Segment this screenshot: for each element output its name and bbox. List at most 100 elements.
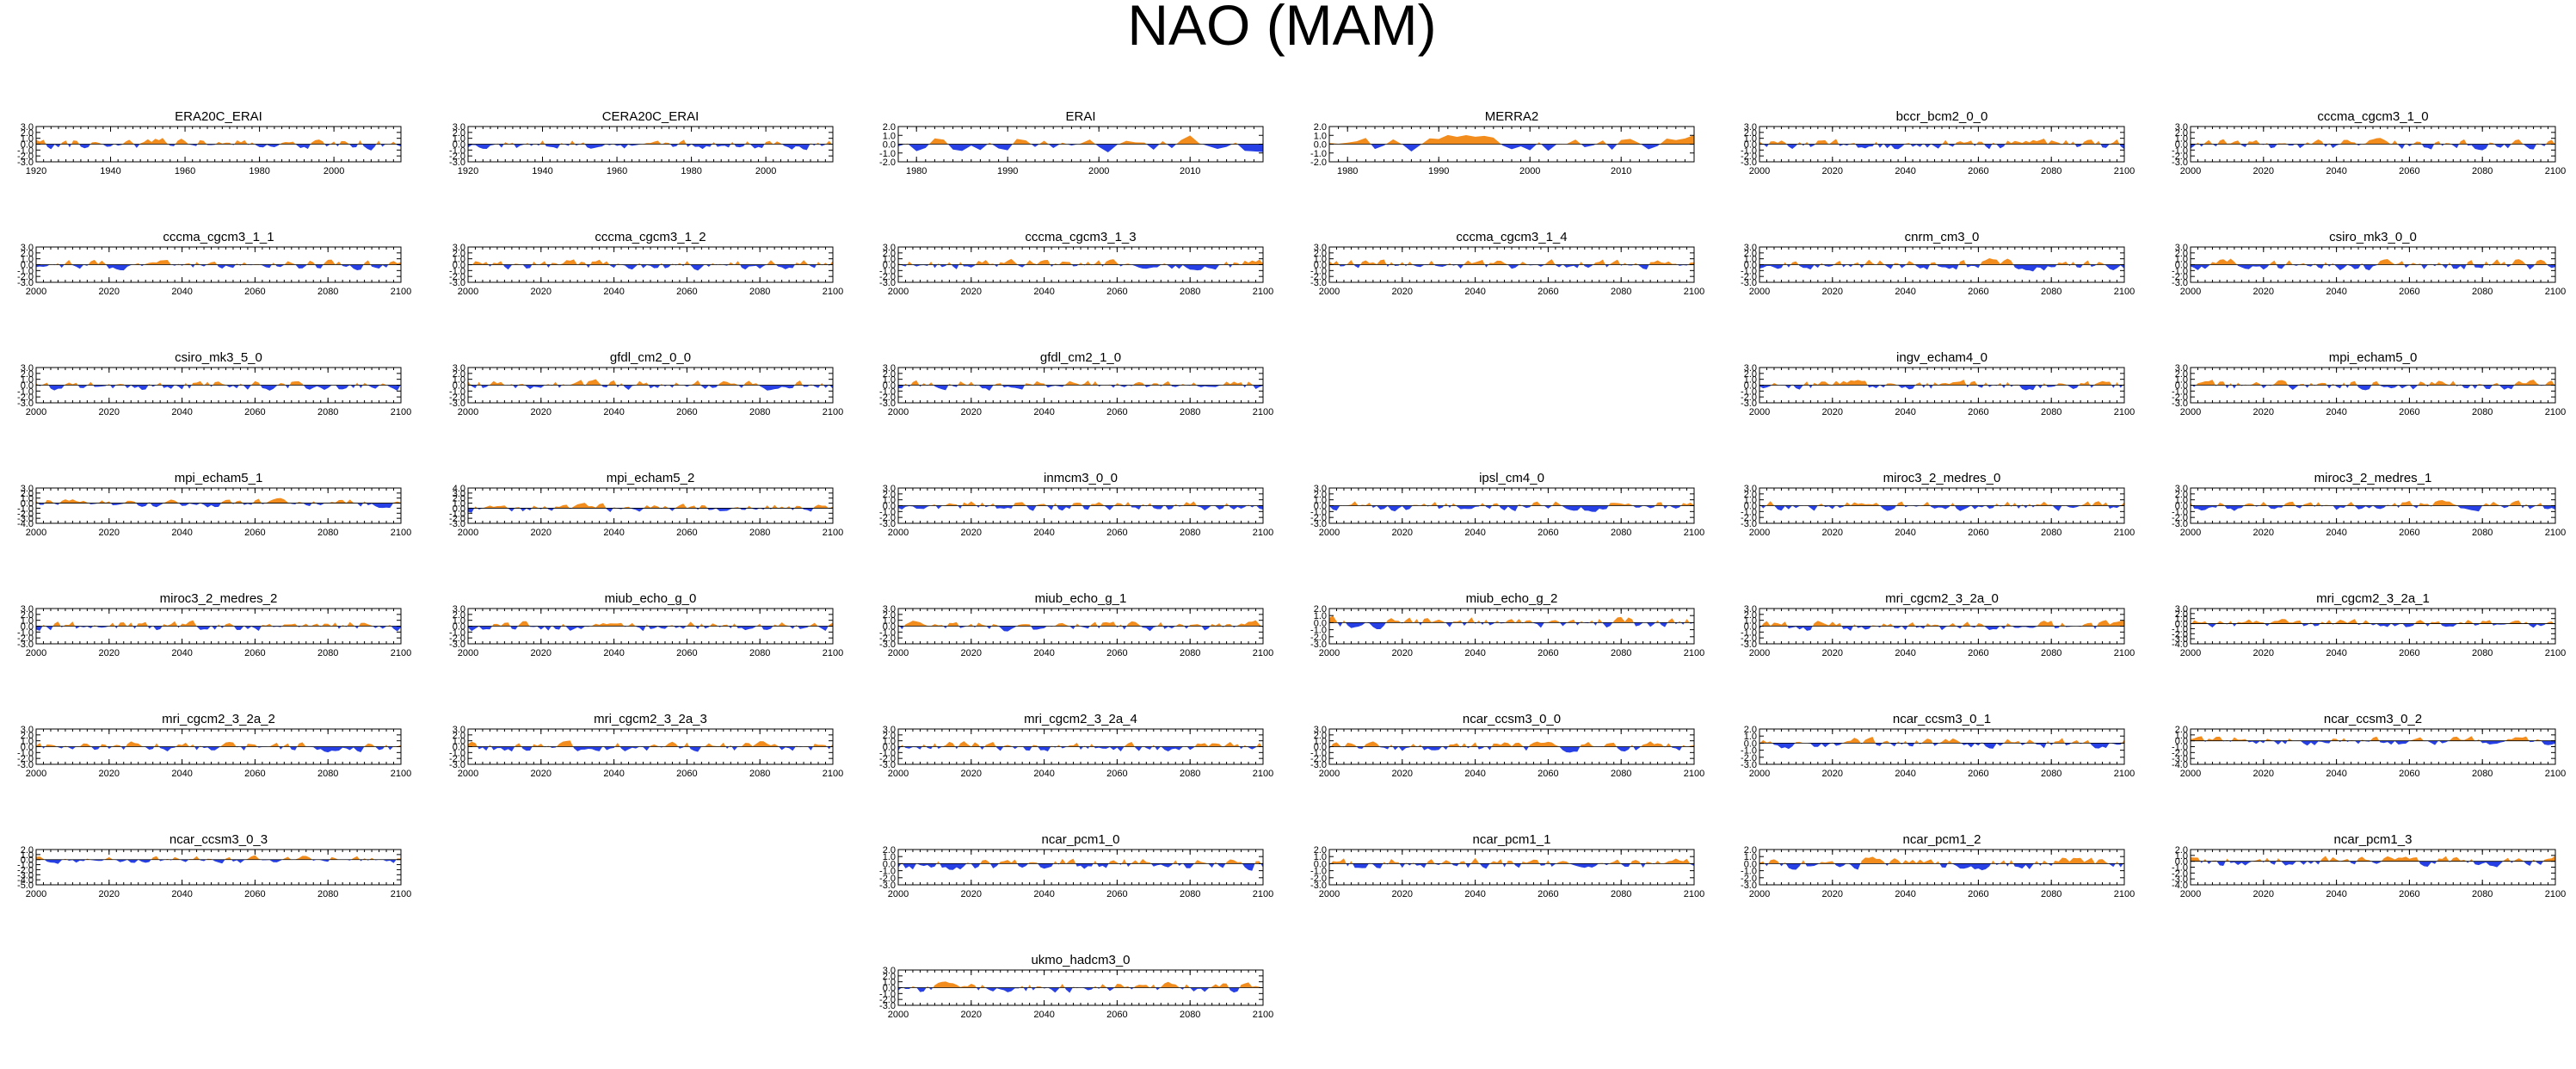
y-tick-label: 2.0 — [1744, 249, 1757, 259]
x-tick-label: 1960 — [607, 166, 627, 176]
x-tick-label: 2080 — [2472, 648, 2493, 658]
y-tick-label: 2.0 — [21, 369, 34, 380]
x-tick-label: 2100 — [391, 648, 411, 658]
x-tick-label: 2080 — [2041, 528, 2061, 538]
panel-title: miroc3_2_medres_2 — [160, 591, 278, 606]
y-tick-label: 1.0 — [1744, 134, 1757, 145]
y-tick-label: 2.0 — [883, 122, 896, 133]
panel-cccma-cgcm3-1-4: cccma_cgcm3_1_43.02.01.00.0-1.0-2.0-3.02… — [1310, 230, 1704, 297]
panel-title: miub_echo_g_2 — [1466, 591, 1558, 606]
negative-area — [46, 144, 402, 151]
x-tick-label: 2000 — [755, 166, 776, 176]
positive-area — [898, 258, 1263, 265]
y-tick-label: -1.0 — [2172, 507, 2188, 517]
x-tick-label: 2080 — [2041, 287, 2061, 297]
x-tick-label: 2020 — [1822, 166, 1843, 176]
x-tick-label: 2000 — [458, 287, 478, 297]
x-tick-label: 2060 — [244, 648, 265, 658]
x-tick-label: 2060 — [1968, 648, 1988, 658]
x-tick-label: 2060 — [1106, 769, 1127, 779]
negative-area — [1371, 144, 1661, 152]
y-tick-label: -2.0 — [1741, 272, 1757, 282]
panel-csiro-mk3-5-0: csiro_mk3_5_0 3.02.01.00.0-1.0-2.0-3.0200… — [17, 350, 411, 417]
x-tick-label: 2020 — [961, 648, 982, 658]
y-tick-label: 0.0 — [1744, 381, 1757, 392]
y-tick-label: 2.0 — [2175, 725, 2188, 735]
x-tick-label: 2080 — [317, 287, 338, 297]
y-tick-label: -2.0 — [17, 151, 34, 162]
y-tick-label: 2.0 — [453, 494, 465, 504]
x-tick-label: 2020 — [2253, 287, 2274, 297]
y-tick-label: -1.0 — [449, 627, 465, 638]
y-tick-label: -3.0 — [449, 640, 465, 650]
y-tick-label: -2.0 — [879, 392, 896, 403]
panel-gfdl-cm2-0-0: gfdl_cm2_0_0 3.02.01.00.0-1.0-2.0-3.02000… — [449, 350, 843, 417]
panel-miroc3-2-medres-0: miroc3_2_medres_0 3.02.01.00.0-1.0-2.0-3.… — [1741, 471, 2135, 538]
x-tick-label: 1940 — [100, 166, 120, 176]
positive-area — [492, 621, 833, 627]
positive-area — [1759, 736, 2124, 744]
y-tick-label: 2.0 — [1314, 249, 1327, 259]
y-tick-label: 1.0 — [2175, 615, 2188, 625]
y-tick-label: 2.0 — [2175, 490, 2188, 500]
y-tick-label: -3.0 — [2172, 519, 2188, 529]
panel-mri-cgcm2-3-2a-4: mri_cgcm2_3_2a_4 3.02.01.00.0-1.0-2.0-3.0… — [879, 712, 1273, 779]
x-tick-label: 2040 — [1895, 287, 1915, 297]
panel-miub-echo-g-1: miub_echo_g_1 3.02.01.00.0-1.0-2.0-3.0200… — [879, 591, 1273, 658]
y-tick-label: 1.0 — [21, 134, 34, 145]
x-tick-label: 1940 — [532, 166, 552, 176]
y-tick-label: 1.0 — [21, 494, 34, 504]
y-tick-label: -2.0 — [449, 392, 465, 403]
x-tick-label: 2000 — [1749, 166, 1770, 176]
x-tick-label: 2040 — [1464, 287, 1485, 297]
negative-area — [42, 746, 394, 753]
y-tick-label: -2.0 — [2172, 748, 2188, 758]
y-tick-label: 0.0 — [883, 381, 896, 392]
y-tick-label: 1.0 — [453, 499, 465, 510]
y-tick-label: -1.0 — [17, 266, 34, 276]
negative-area — [1759, 743, 2123, 750]
x-tick-label: 2020 — [2253, 166, 2274, 176]
x-tick-label: 2020 — [961, 407, 982, 417]
x-tick-label: 2080 — [2041, 407, 2061, 417]
panel-mpi-echam5-0: mpi_echam5_0 3.02.01.00.0-1.0-2.0-3.02000… — [2172, 350, 2566, 417]
x-tick-label: 2000 — [458, 528, 478, 538]
y-tick-label: -3.0 — [2172, 634, 2188, 645]
x-tick-label: 2040 — [603, 648, 624, 658]
y-tick-label: 1.0 — [1314, 496, 1327, 506]
x-tick-label: 2060 — [1968, 166, 1988, 176]
x-tick-label: 2100 — [2545, 166, 2566, 176]
negative-area — [2204, 740, 2555, 746]
y-tick-label: -2.0 — [1310, 754, 1327, 764]
y-tick-label: -1.0 — [2172, 145, 2188, 156]
panel-bccr-bcm2-0-0: bccr_bcm2_0_0 3.02.01.00.0-1.0-2.0-3.0200… — [1741, 109, 2135, 176]
x-tick-label: 2100 — [1253, 528, 1273, 538]
y-tick-label: 0.0 — [883, 140, 896, 151]
y-tick-label: 1.0 — [453, 616, 465, 627]
y-tick-label: 0.0 — [1744, 261, 1757, 271]
y-tick-label: 1.0 — [1744, 496, 1757, 506]
x-tick-label: 2000 — [888, 528, 909, 538]
x-tick-label: 1920 — [26, 166, 46, 176]
y-tick-label: -3.0 — [2172, 278, 2188, 288]
y-tick-label: -2.0 — [879, 513, 896, 523]
y-tick-label: 0.0 — [453, 140, 465, 151]
y-tick-label: 1.0 — [1744, 255, 1757, 265]
x-tick-label: 2000 — [1749, 648, 1770, 658]
y-tick-label: -3.0 — [449, 760, 465, 770]
y-tick-label: -2.0 — [1310, 272, 1327, 282]
x-tick-label: 2000 — [324, 166, 344, 176]
y-tick-label: 3.0 — [1744, 122, 1757, 133]
x-tick-label: 2080 — [749, 287, 770, 297]
positive-area — [904, 135, 1238, 145]
y-tick-label: 2.0 — [21, 731, 34, 741]
x-tick-label: 1980 — [249, 166, 269, 176]
x-tick-label: 2020 — [99, 528, 120, 538]
x-tick-label: 2040 — [603, 769, 624, 779]
plot-frame — [2190, 728, 2556, 765]
x-tick-label: 2040 — [1033, 648, 1054, 658]
x-tick-label: 2100 — [1684, 648, 1704, 658]
plot-frame — [1328, 608, 1695, 645]
positive-area — [471, 259, 833, 265]
